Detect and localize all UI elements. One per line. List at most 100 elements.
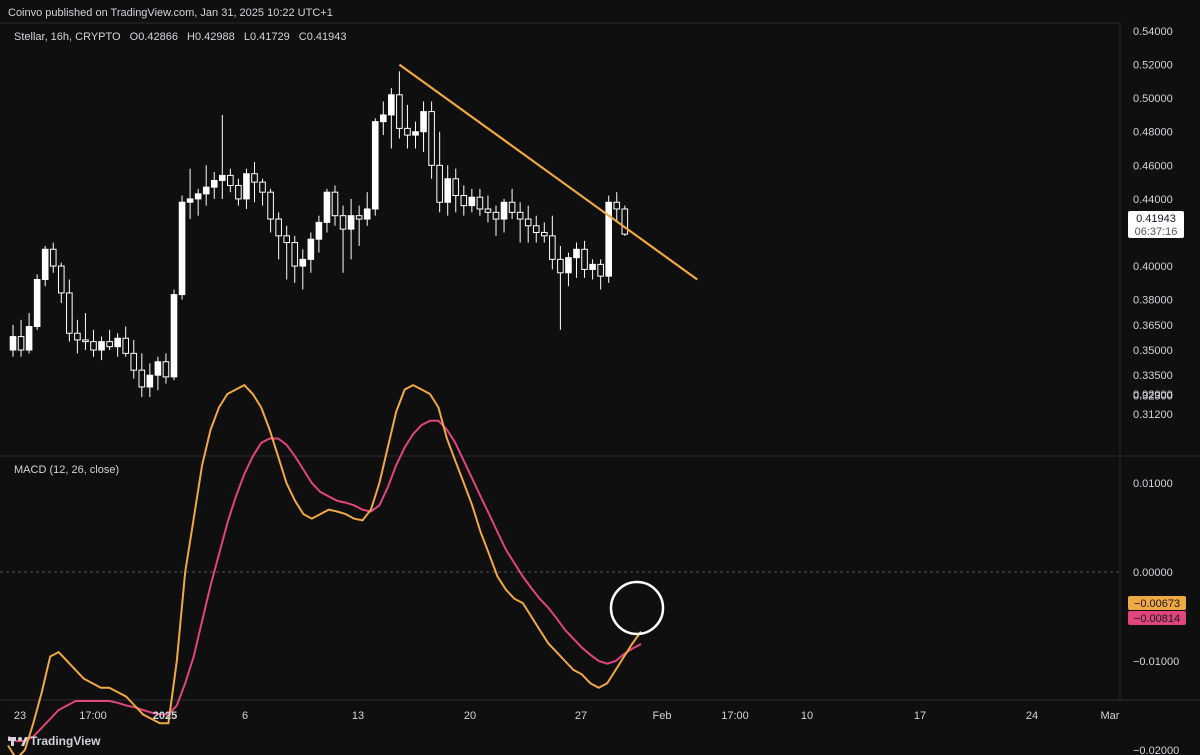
time-tick-label: 2025 [153, 710, 177, 722]
candle-body [122, 337, 130, 354]
candle-body [573, 248, 580, 259]
candle-body [484, 208, 492, 213]
candle-body [420, 111, 427, 133]
candle-body [516, 211, 524, 220]
candle [331, 185, 339, 226]
candle [339, 205, 347, 273]
candle-body [532, 225, 540, 233]
candle [130, 339, 138, 379]
candle [17, 319, 25, 357]
candle-body [170, 294, 178, 378]
ohlc-low: L0.41729 [244, 31, 290, 43]
candle-body [412, 131, 419, 136]
candles-series [9, 71, 629, 398]
candle-body [146, 374, 154, 388]
candle [541, 222, 548, 243]
candle [25, 313, 33, 354]
price-tick-label: 0.50000 [1133, 93, 1173, 105]
candle-body [41, 248, 49, 280]
price-tick-label: 0.48000 [1133, 127, 1173, 139]
candle-body [468, 196, 476, 207]
candle [291, 235, 299, 283]
candle [524, 205, 532, 243]
time-tick-label: Mar [1101, 710, 1120, 722]
candle-body [404, 127, 411, 136]
macd-value-box [1128, 596, 1186, 610]
candle [251, 161, 258, 203]
symbol-name: Stellar, 16h, CRYPTO [14, 31, 121, 43]
candle-body [508, 201, 516, 213]
candle [307, 232, 315, 273]
candle [138, 353, 146, 398]
candle-body [524, 218, 532, 227]
time-tick-label: 20 [464, 710, 476, 722]
candle [605, 195, 613, 283]
symbol-legend: Stellar, 16h, CRYPTO O0.42866 H0.42988 L… [14, 31, 347, 43]
candle-body [66, 292, 73, 334]
price-axis[interactable]: 0.54000 0.52000 0.50000 0.48000 0.46000 0.440… [1133, 26, 1173, 421]
crossover-circle-annotation [609, 580, 665, 636]
candle [122, 326, 130, 357]
candle-body [428, 111, 435, 166]
candle [162, 353, 170, 384]
tradingview-brand[interactable]: TradingView [8, 734, 101, 748]
candle [227, 168, 234, 193]
candle [275, 212, 282, 260]
candle [460, 185, 468, 216]
candle-body [74, 332, 81, 341]
candle [315, 215, 323, 253]
candle [484, 195, 492, 223]
candle-body [186, 198, 194, 203]
candle [58, 262, 65, 303]
candle-body [235, 184, 242, 200]
brand-name: TradingView [30, 734, 101, 748]
candle-body [460, 195, 468, 207]
candle [347, 198, 355, 260]
price-tick-label: 0.44000 [1133, 194, 1173, 206]
candle-body [339, 215, 347, 230]
time-tick-label: 10 [801, 710, 813, 722]
candle-body [130, 352, 138, 371]
candle-body [492, 211, 500, 220]
candle [186, 168, 194, 220]
candle [516, 202, 524, 243]
candle [613, 192, 621, 223]
candle-body [154, 361, 162, 376]
candle [41, 245, 49, 287]
candle [146, 363, 154, 398]
macd-axis[interactable]: 0.02000 0.01000 0.00000 −0.01000 −0.02000 [1133, 389, 1179, 755]
time-tick-label: 13 [352, 710, 364, 722]
candle-body [90, 341, 97, 351]
candle [82, 313, 89, 351]
candle [170, 289, 178, 381]
candle-body [315, 221, 323, 240]
candle [476, 188, 484, 216]
candle-body [380, 114, 387, 123]
candle-body [9, 336, 17, 351]
descending-trendline[interactable] [398, 63, 698, 281]
candle [66, 279, 73, 342]
candle-body [557, 258, 564, 274]
candle [371, 118, 379, 216]
candle [589, 259, 596, 280]
candle-body [210, 179, 218, 188]
candle-body [259, 181, 266, 193]
candle [581, 240, 588, 278]
candle [500, 198, 508, 233]
candle [428, 101, 435, 179]
candle-body [162, 361, 170, 378]
candle [380, 101, 387, 136]
ohlc-close: C0.41943 [299, 31, 347, 43]
time-axis[interactable]: 23 17:00 2025 6 13 20 27 Feb 17:00 10 17 24 Mar [14, 710, 1120, 722]
price-tick-label: 0.54000 [1133, 26, 1173, 38]
candle [597, 259, 604, 290]
price-tick-label: 0.46000 [1133, 160, 1173, 172]
time-tick-label: 23 [14, 710, 26, 722]
candle [106, 329, 113, 351]
candle [9, 324, 17, 357]
candle-body [17, 336, 25, 351]
candle-body [323, 191, 331, 223]
candle-body [98, 341, 105, 351]
macd-signal-line [7, 419, 642, 743]
